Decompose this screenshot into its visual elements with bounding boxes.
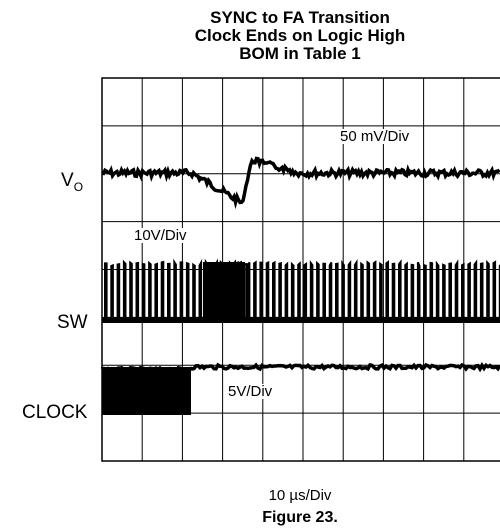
clock-trace-label: CLOCK xyxy=(22,402,88,423)
sw-scale-label: 10V/Div xyxy=(131,228,190,243)
vo-scale-label: 50 mV/Div xyxy=(337,129,413,144)
figure-caption: Figure 23. xyxy=(262,509,338,526)
chart-title-line-3: BOM in Table 1 xyxy=(239,44,361,63)
time-scale-label: 10 µs/Div xyxy=(268,487,332,504)
clock-trace xyxy=(189,361,500,373)
chart-title-line-2: Clock Ends on Logic High xyxy=(194,26,406,45)
clock-trace-pulses xyxy=(102,367,190,415)
clock-scale-label: 5V/Div xyxy=(225,384,276,399)
chart-title-line-1: SYNC to FA Transition xyxy=(210,8,390,27)
clock-trace-edge xyxy=(101,365,189,372)
sw-trace-label: SW xyxy=(57,312,88,333)
vo-trace xyxy=(101,156,500,210)
sw-trace-burst xyxy=(203,262,245,318)
vo-trace-label: VO xyxy=(61,170,84,194)
